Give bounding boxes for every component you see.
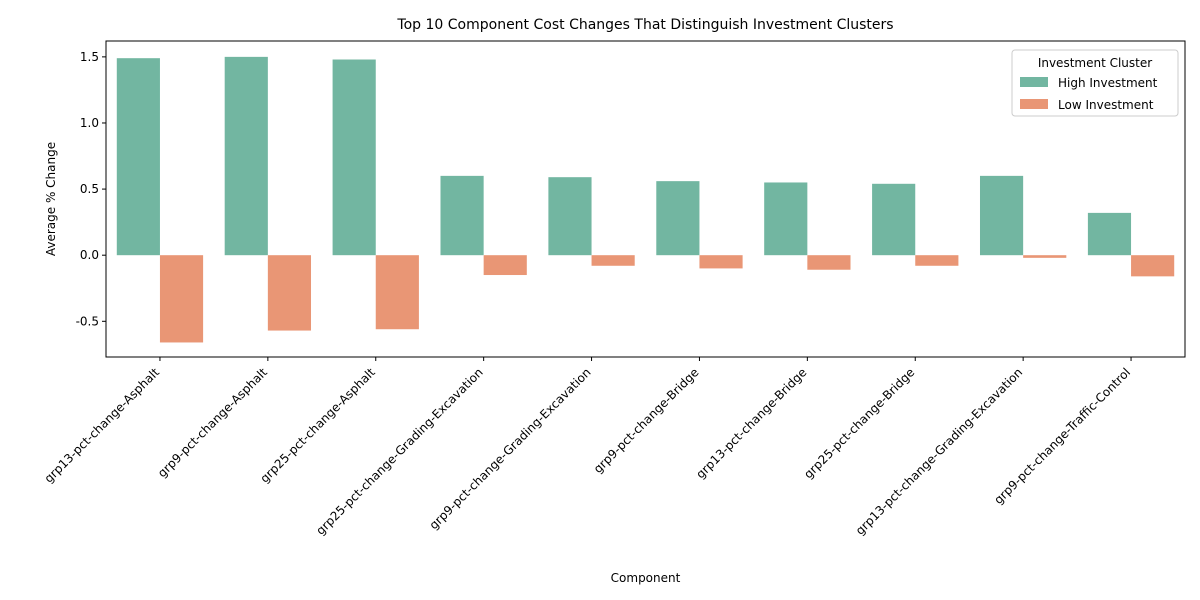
y-tick-label: -0.5 — [76, 314, 99, 328]
x-tick-label: grp9-pct-change-Asphalt — [155, 365, 270, 480]
bar-high-investment — [224, 56, 268, 256]
y-tick-label: 0.0 — [80, 248, 99, 262]
bar-low-investment — [807, 255, 851, 270]
y-tick-label: 1.5 — [80, 50, 99, 64]
bar-high-investment — [872, 183, 916, 256]
y-tick-label: 1.0 — [80, 116, 99, 130]
bars-group — [116, 56, 1175, 343]
bar-low-investment — [915, 255, 959, 266]
bar-high-investment — [548, 177, 592, 256]
bar-high-investment — [1087, 212, 1132, 256]
x-axis: grp13-pct-change-Asphaltgrp9-pct-change-… — [42, 357, 1133, 538]
bar-low-investment — [375, 255, 419, 330]
bar-low-investment — [591, 255, 635, 266]
y-tick-label: 0.5 — [80, 182, 99, 196]
bar-high-investment — [656, 181, 700, 256]
legend-swatch — [1020, 77, 1048, 87]
y-axis-label: Average % Change — [44, 142, 58, 256]
legend-entry-label: Low Investment — [1058, 98, 1154, 112]
x-tick-label: grp9-pct-change-Bridge — [591, 365, 702, 476]
bar-high-investment — [332, 59, 376, 256]
x-tick-label: grp13-pct-change-Grading-Excavation — [853, 365, 1025, 537]
y-axis: -0.5 0.0 0.5 1.0 1.5 — [76, 50, 106, 328]
legend-entry-label: High Investment — [1058, 76, 1158, 90]
legend-title: Investment Cluster — [1038, 56, 1152, 70]
bar-high-investment — [764, 182, 808, 256]
bar-high-investment — [116, 58, 160, 256]
bar-low-investment — [1131, 255, 1175, 277]
x-axis-label: Component — [611, 571, 681, 585]
legend-box — [1011, 49, 1179, 117]
x-tick-label: grp25-pct-change-Bridge — [801, 365, 917, 481]
bar-low-investment — [1023, 255, 1067, 258]
bar-low-investment — [159, 255, 204, 343]
x-tick-label: grp25-pct-change-Asphalt — [257, 365, 378, 486]
bar-low-investment — [483, 255, 527, 276]
bar-high-investment — [440, 175, 484, 256]
x-tick-label: grp13-pct-change-Bridge — [693, 365, 809, 481]
chart-title: Top 10 Component Cost Changes That Disti… — [396, 17, 893, 33]
legend: Investment Cluster High Investment Low In… — [1011, 49, 1179, 117]
x-tick-label: grp13-pct-change-Asphalt — [42, 365, 163, 486]
x-tick-label: grp25-pct-change-Grading-Excavation — [313, 365, 485, 537]
bar-high-investment — [979, 175, 1024, 256]
bar-low-investment — [267, 255, 312, 331]
bar-low-investment — [699, 255, 743, 269]
legend-swatch — [1020, 99, 1048, 109]
plot-frame — [105, 40, 1186, 358]
